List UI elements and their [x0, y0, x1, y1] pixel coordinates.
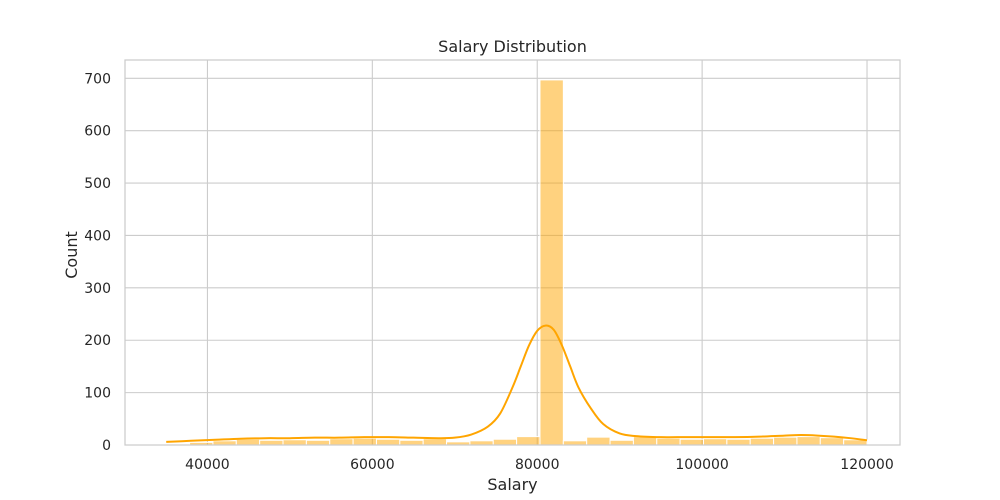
chart-title: Salary Distribution [438, 37, 587, 56]
histogram-bar [235, 438, 261, 446]
histogram-bar [703, 438, 728, 446]
histogram-bar [819, 437, 845, 446]
histogram-bar [399, 439, 424, 446]
histogram-bar [469, 440, 494, 446]
y-tick-label: 600 [84, 124, 111, 140]
kde-curve [166, 324, 868, 443]
y-tick-label: 300 [84, 281, 111, 297]
histogram-bar [726, 438, 751, 446]
kde-curve-group [166, 324, 868, 443]
histogram-bar [329, 438, 354, 446]
histogram-bar [516, 436, 541, 446]
x-tick-label: 120000 [840, 457, 893, 473]
y-tick-label: 700 [84, 71, 111, 87]
y-axis-label: Count [62, 231, 81, 279]
plot-frame [124, 59, 901, 446]
histogram-bar [212, 440, 237, 446]
x-tick-label: 100000 [675, 457, 728, 473]
histogram-bar [679, 438, 705, 446]
histogram-bar [282, 439, 307, 446]
x-axis-label: Salary [487, 475, 537, 494]
tick-labels: 40000 60000 80000 100000 120000 0 100 200 300 400… [84, 71, 893, 473]
x-tick-label: 40000 [185, 457, 230, 473]
y-tick-label: 200 [84, 333, 111, 349]
histogram-bar [773, 436, 798, 446]
histogram-bar [609, 439, 634, 446]
y-tick-label: 400 [84, 228, 111, 244]
histogram-bar [539, 79, 564, 446]
histogram-bar [796, 436, 821, 446]
histogram-bar [586, 436, 611, 446]
histogram-bar [562, 440, 588, 446]
y-tick-label: 0 [102, 438, 111, 454]
histogram-bar [259, 439, 284, 446]
histogram-bar [656, 437, 681, 446]
histogram-bar [422, 438, 448, 446]
histogram-bars [165, 79, 868, 446]
histogram-bar [305, 439, 331, 446]
histogram-bar [749, 437, 775, 446]
histogram-bar [492, 438, 518, 446]
histogram-bar [352, 437, 377, 446]
y-tick-label: 500 [84, 176, 111, 192]
y-tick-label: 100 [84, 386, 111, 402]
axes-frame [124, 59, 901, 446]
histogram-bar [375, 438, 401, 446]
x-tick-label: 60000 [350, 457, 395, 473]
x-tick-label: 80000 [515, 457, 560, 473]
